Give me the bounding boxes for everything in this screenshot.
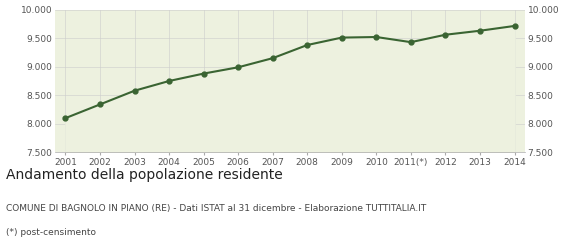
Text: Andamento della popolazione residente: Andamento della popolazione residente bbox=[6, 168, 282, 182]
Text: COMUNE DI BAGNOLO IN PIANO (RE) - Dati ISTAT al 31 dicembre - Elaborazione TUTTI: COMUNE DI BAGNOLO IN PIANO (RE) - Dati I… bbox=[6, 204, 426, 213]
Text: (*) post-censimento: (*) post-censimento bbox=[6, 228, 96, 237]
